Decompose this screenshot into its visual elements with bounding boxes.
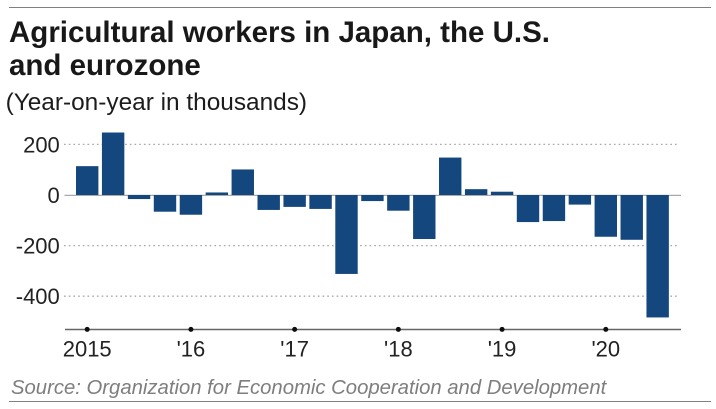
svg-text:'20: '20 <box>591 337 620 362</box>
svg-text:-200: -200 <box>16 234 60 259</box>
svg-text:-400: -400 <box>16 284 60 309</box>
svg-text:0: 0 <box>48 183 60 208</box>
svg-text:2015: 2015 <box>63 337 112 362</box>
svg-text:'16: '16 <box>177 337 206 362</box>
svg-text:'18: '18 <box>384 337 413 362</box>
svg-text:200: 200 <box>23 132 60 157</box>
svg-text:'19: '19 <box>488 337 517 362</box>
svg-text:'17: '17 <box>280 337 309 362</box>
